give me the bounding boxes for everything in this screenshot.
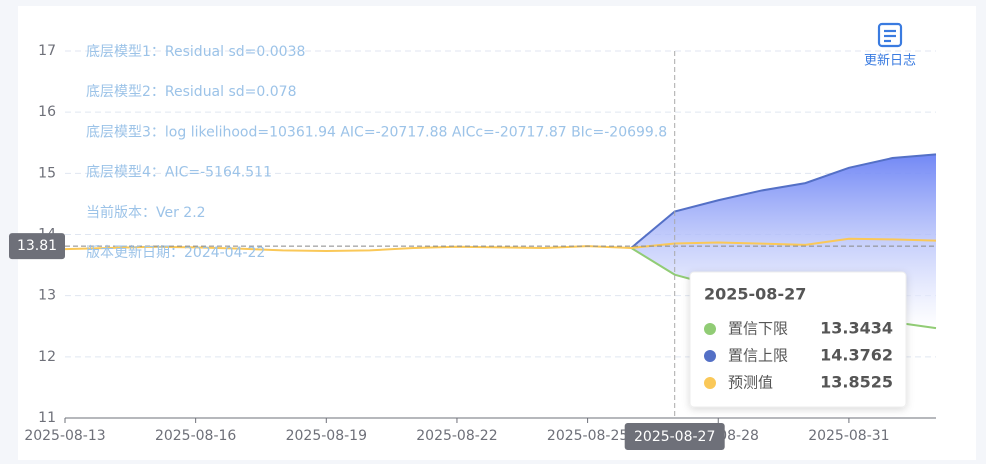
x-tick-label: 2025-08-19 (286, 428, 367, 444)
annotation: 当前版本：Ver 2.2 (86, 204, 206, 221)
tooltip-title: 2025-08-27 (704, 285, 806, 304)
y-tick-label: 17 (38, 43, 56, 59)
tooltip-value: 14.3762 (820, 346, 893, 365)
button-icon (877, 22, 903, 48)
annotation: 底层模型1：Residual sd=0.0038 (86, 44, 305, 60)
tooltip-value: 13.8525 (820, 373, 893, 392)
annotation: 底层模型4：AIC=-5164.511 (86, 165, 272, 181)
tooltip-dot (704, 377, 716, 389)
tooltip-value: 13.3434 (820, 319, 893, 338)
tooltip-dot (704, 323, 716, 335)
y-tick-label: 12 (38, 349, 56, 365)
tooltip-dot (704, 350, 716, 362)
y-tick-label: 13 (38, 288, 56, 304)
crosshair-label-bg (624, 423, 725, 450)
x-tick-label: 2025-08-31 (808, 428, 889, 444)
x-tick-label: 2025-08-22 (416, 428, 497, 444)
y-tick-label: 11 (38, 410, 56, 426)
y-tick-label: 16 (38, 104, 56, 120)
tooltip-name: 预测值 (728, 374, 773, 392)
update-log-button[interactable]: 更新日志 (864, 22, 916, 69)
annotation: 版本更新日期：2024-04-22 (86, 245, 265, 261)
x-tick-label: 2025-08-13 (24, 428, 105, 444)
series-line (630, 153, 937, 249)
crosshair-label: 2025-08-27 (634, 429, 715, 445)
tooltip: 2025-08-27 置信下限 13.3434 置信上限 14.3762 预测值 13.85… (689, 271, 907, 408)
x-tick-label: 2025-08-16 (155, 428, 236, 444)
x-tick-label: 2025-08-25 (547, 428, 628, 444)
tooltip-box (689, 271, 907, 408)
annotation: 底层模型2：Residual sd=0.078 (86, 84, 296, 100)
series-line (64, 237, 937, 253)
marker-label-bg (9, 233, 65, 260)
tooltip-name: 置信上限 (728, 347, 788, 365)
button-label[interactable]: 更新日志 (864, 53, 916, 69)
y-tick-label: 15 (38, 165, 56, 181)
tooltip-name: 置信下限 (728, 320, 788, 338)
annotation: 底层模型3：log likelihood=10361.94 AIC=-20717… (86, 124, 667, 140)
marker-label: 13.81 (17, 238, 57, 254)
